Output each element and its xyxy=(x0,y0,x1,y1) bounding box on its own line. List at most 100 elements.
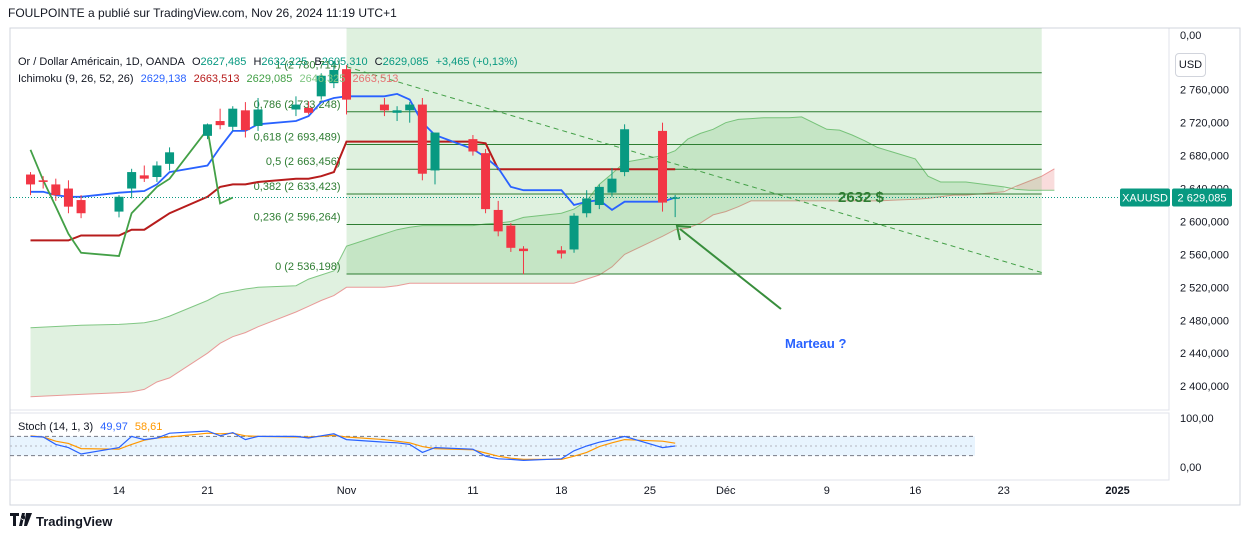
fib-retracement-zone xyxy=(346,28,1042,274)
candle-body xyxy=(329,69,339,84)
stoch-d-value: 58,61 xyxy=(134,421,163,433)
chart-border xyxy=(9,27,1241,506)
fib-level-label: 0,618 (2 693,489) xyxy=(254,132,341,144)
legend-close: 2629,085 xyxy=(382,56,429,68)
fib-level-label: 0 (2 536,198) xyxy=(275,261,340,273)
y-axis-tick-label: 2 520,000 xyxy=(1180,282,1229,294)
candle-body xyxy=(582,198,592,214)
candle-body xyxy=(607,178,617,193)
candle-body xyxy=(152,165,162,178)
annotation-arrow-head xyxy=(675,224,692,241)
x-axis-tick-label: 25 xyxy=(644,485,656,497)
y-axis-tick-label: 2 440,000 xyxy=(1180,348,1229,360)
x-axis-tick-label: 21 xyxy=(201,485,213,497)
y-axis-tick-label: 2 600,000 xyxy=(1180,216,1229,228)
stoch-axis-tick-label: 100,00 xyxy=(1180,413,1214,425)
main-legend: Or / Dollar Américain, 1D, OANDA O2627,4… xyxy=(18,56,518,68)
tradingview-logo-icon xyxy=(10,513,32,529)
ichimoku-label: Ichimoku (9, 26, 52, 26) xyxy=(18,73,134,85)
ichimoku-kijun-value: 2663,513 xyxy=(193,73,240,85)
candle-body xyxy=(620,129,630,173)
price-tag-value: 2 629,085 xyxy=(1178,193,1227,205)
publisher-header: FOULPOINTE a publié sur TradingView.com,… xyxy=(8,6,397,20)
x-axis-tick-label: 11 xyxy=(467,485,478,497)
footer: TradingView xyxy=(10,513,112,529)
kumo-cloud-bullish xyxy=(30,116,1004,397)
y-axis-tick-label: 2 680,000 xyxy=(1180,151,1229,163)
candle-body xyxy=(569,215,579,250)
candle-body xyxy=(240,110,250,131)
candle-body xyxy=(139,175,149,179)
ichimoku-tenkan-value: 2629,138 xyxy=(140,73,187,85)
candle-body xyxy=(228,108,238,127)
ichimoku-span-a-value: 2646,325 xyxy=(299,73,346,85)
legend-high: 2632,225 xyxy=(261,56,308,68)
candle-body xyxy=(51,184,61,196)
candle-body xyxy=(379,104,389,111)
legend-change: +3,465 (+0,13%) xyxy=(435,56,518,68)
kijun-sen-line xyxy=(30,140,676,242)
candle-body xyxy=(202,124,212,136)
x-axis-tick-label: Nov xyxy=(337,485,357,497)
kumo-cloud-bearish xyxy=(1016,168,1055,191)
candle-body xyxy=(430,132,440,171)
senkou-span-a-line xyxy=(30,116,1055,329)
candle-body xyxy=(493,209,503,232)
stoch-k-line xyxy=(30,430,676,462)
y-axis-tick-label: 2 560,000 xyxy=(1180,249,1229,261)
candle-body xyxy=(215,121,225,126)
candle-body xyxy=(670,197,680,199)
x-axis-tick-label: 9 xyxy=(824,485,830,497)
candle-body xyxy=(291,104,301,110)
y-axis-tick-label: 2 760,000 xyxy=(1180,85,1229,97)
candle-body xyxy=(658,130,668,203)
y-axis-tick-label: 2 480,000 xyxy=(1180,315,1229,327)
candle-body xyxy=(114,196,124,212)
pattern-annotation: Marteau ? xyxy=(785,336,846,351)
x-axis-tick-label: 18 xyxy=(555,485,567,497)
candle-body xyxy=(481,153,491,210)
legend-symbol: Or / Dollar Américain, 1D, OANDA xyxy=(18,56,185,68)
candle-body xyxy=(253,109,263,126)
candle-body xyxy=(392,110,402,113)
senkou-span-b-line xyxy=(30,168,1055,398)
price-tag-symbol: XAUUSD xyxy=(1122,193,1168,205)
candle-body xyxy=(417,104,427,174)
x-axis-tick-label: Déc xyxy=(716,485,736,497)
candle-body xyxy=(165,152,175,164)
candle-body xyxy=(518,248,528,252)
candle-body xyxy=(63,188,73,207)
price-tag-value-box xyxy=(1172,188,1232,207)
fib-level-label: 0,5 (2 663,456) xyxy=(266,156,341,168)
annotation-arrow-line xyxy=(679,228,782,310)
candle-body xyxy=(26,174,36,185)
candle-body xyxy=(468,139,478,152)
x-axis-tick-label: 2025 xyxy=(1105,485,1129,497)
dashed-trendline xyxy=(346,66,1042,273)
x-axis-tick-label: 23 xyxy=(998,485,1010,497)
currency-button[interactable]: USD xyxy=(1175,53,1206,77)
candle-body xyxy=(304,107,314,113)
ichimoku-span-b-value: 2663,513 xyxy=(352,73,399,85)
stoch-band-fill xyxy=(10,436,975,456)
x-axis-tick-label: 14 xyxy=(113,485,125,497)
stoch-label: Stoch (14, 1, 3) xyxy=(18,421,94,433)
stoch-axis-tick-label: 0,00 xyxy=(1180,462,1201,474)
x-axis-tick-label: 16 xyxy=(909,485,921,497)
y-axis-top-label: 0,00 xyxy=(1180,30,1201,42)
y-axis-tick-label: 2 400,000 xyxy=(1180,381,1229,393)
price-tag-symbol-box xyxy=(1120,188,1170,207)
candle-body xyxy=(316,75,326,97)
ichimoku-legend: Ichimoku (9, 26, 52, 26) 2629,138 2663,5… xyxy=(18,73,402,85)
fib-level-label: 0,382 (2 633,423) xyxy=(254,181,341,193)
legend-low: 2605,310 xyxy=(321,56,368,68)
fib-level-label: 1 (2 780,714) xyxy=(275,60,340,72)
price-level-annotation: 2632 $ xyxy=(838,189,885,206)
tenkan-sen-line xyxy=(30,92,676,212)
candle-body xyxy=(405,104,415,111)
y-axis-tick-label: 2 720,000 xyxy=(1180,118,1229,130)
candle-body xyxy=(76,200,86,214)
candle-body xyxy=(127,172,137,189)
legend-open: 2627,485 xyxy=(200,56,247,68)
